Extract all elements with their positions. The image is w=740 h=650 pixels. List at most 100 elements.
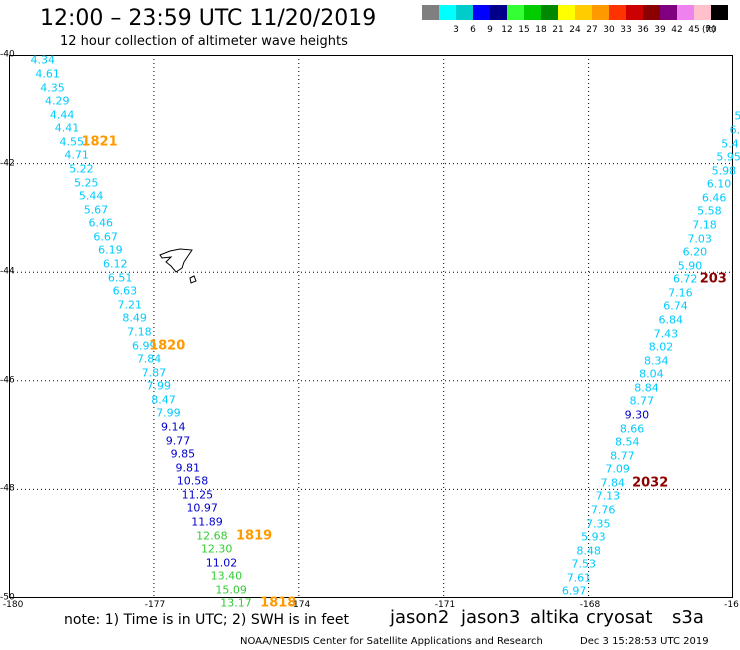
wave-height-value: 12.68 bbox=[196, 529, 228, 543]
wave-height-value: 4.44 bbox=[49, 108, 75, 122]
satellite-jason2-label: jason2 bbox=[390, 607, 450, 628]
legend-swatch bbox=[609, 5, 626, 20]
longitude-tick-label: -168 bbox=[579, 600, 601, 610]
longitude-tick-label: -171 bbox=[434, 600, 456, 610]
footer-date: Dec 3 15:28:53 UTC 2019 bbox=[580, 636, 709, 647]
pass-time-label: 1819 bbox=[236, 528, 273, 544]
legend-value-label: 6 bbox=[470, 25, 476, 35]
wave-height-value: 12.30 bbox=[200, 542, 233, 556]
legend-swatch bbox=[439, 5, 456, 20]
wave-height-value: 6.72 bbox=[672, 272, 698, 286]
wave-height-value: 7.03 bbox=[687, 232, 712, 246]
wave-height-value: 9.14 bbox=[160, 420, 186, 434]
pass-time-label: 1818 bbox=[260, 595, 297, 611]
legend-unit-label: (ft) bbox=[702, 25, 716, 35]
legend-value-label: 9 bbox=[487, 25, 493, 35]
wave-height-value: 7.99 bbox=[146, 379, 171, 393]
latitude-tick-label: -50 bbox=[0, 592, 15, 603]
wave-height-value: 6.46 bbox=[88, 216, 114, 230]
legend-value-label: 39 bbox=[654, 25, 666, 35]
legend-value-label: 18 bbox=[535, 25, 547, 35]
wave-height-value: 7.13 bbox=[595, 489, 621, 503]
wave-height-value: 7.16 bbox=[668, 286, 693, 300]
legend-value-label: 27 bbox=[586, 25, 598, 35]
wave-height-value: 7.21 bbox=[117, 298, 143, 312]
wave-height-value: 5.22 bbox=[69, 162, 94, 176]
legend-value-label: 42 bbox=[671, 25, 683, 35]
legend-value-label: 45 bbox=[688, 25, 700, 35]
wave-height-value: 4.34 bbox=[30, 53, 56, 67]
wave-height-value: 9.85 bbox=[170, 447, 196, 461]
wave-height-value: 5.95 bbox=[716, 150, 740, 164]
wave-height-value: 7.61 bbox=[566, 571, 592, 585]
wave-height-value: 7.99 bbox=[156, 406, 181, 420]
wave-height-value: 6.74 bbox=[663, 299, 688, 313]
wave-height-value: 8.84 bbox=[634, 381, 659, 395]
pass-time-label: 203 bbox=[699, 271, 727, 287]
legend-value-label: 36 bbox=[637, 25, 649, 35]
wave-height-value: 7.53 bbox=[571, 557, 597, 571]
wave-height-value: 8.48 bbox=[576, 544, 601, 558]
legend-swatch bbox=[592, 5, 609, 20]
longitude-tick-label: -16 bbox=[724, 600, 739, 610]
wave-height-value: 7.84 bbox=[600, 476, 626, 490]
wave-height-value: 4.61 bbox=[35, 67, 60, 81]
wave-height-value: 11.25 bbox=[181, 488, 214, 502]
wave-height-value: 15.09 bbox=[215, 583, 247, 597]
wave-height-value: 5.41 bbox=[721, 137, 740, 150]
wave-height-value: 4.29 bbox=[45, 94, 70, 108]
wave-height-value: 4.55 bbox=[59, 135, 85, 149]
wave-height-value: 7.87 bbox=[141, 366, 167, 380]
wave-height-value: 6.51 bbox=[107, 271, 133, 285]
wave-height-value: 8.34 bbox=[643, 354, 669, 368]
wave-height-value: 7.84 bbox=[136, 352, 162, 366]
wave-height-value: 10.97 bbox=[186, 501, 218, 515]
wave-height-value: 5.93 bbox=[581, 530, 606, 544]
pass-time-label: 1821 bbox=[81, 134, 118, 150]
legend-value-label: 3 bbox=[453, 25, 459, 35]
map-plot-frame bbox=[9, 55, 733, 598]
footer-note: note: 1) Time is in UTC; 2) SWH is in fe… bbox=[64, 612, 350, 628]
wave-height-value: 6.63 bbox=[112, 284, 138, 298]
wave-height-value: 8.47 bbox=[151, 393, 176, 407]
wave-height-value: 8.77 bbox=[610, 449, 635, 463]
wave-height-value: 9.77 bbox=[165, 434, 191, 448]
legend-swatch bbox=[677, 5, 694, 20]
legend-value-label: 15 bbox=[518, 25, 530, 35]
latitude-tick-label: -46 bbox=[0, 375, 15, 386]
wave-height-value: 5.90 bbox=[677, 259, 703, 273]
wave-height-value: 6.97 bbox=[561, 584, 587, 598]
wave-height-value: 6.19 bbox=[98, 243, 123, 257]
legend-swatch bbox=[643, 5, 660, 20]
satellite-jason3-label: jason3 bbox=[461, 607, 521, 628]
wave-height-value: 6.10 bbox=[706, 177, 732, 191]
legend-value-label: 30 bbox=[603, 25, 615, 35]
wave-height-value: 11.02 bbox=[205, 556, 238, 570]
legend-swatch bbox=[524, 5, 541, 20]
satellite-cryosat-label: cryosat bbox=[586, 607, 653, 628]
latitude-tick-label: -42 bbox=[0, 158, 15, 169]
latitude-tick-label: -40 bbox=[0, 49, 15, 60]
wave-height-value: 5.98 bbox=[711, 164, 737, 178]
wave-height-value: 6.99 bbox=[131, 339, 157, 352]
wave-height-value: 5.67 bbox=[83, 203, 109, 217]
legend-swatch bbox=[711, 5, 728, 20]
legend-value-label: 33 bbox=[620, 25, 632, 35]
wave-height-value: 6.12 bbox=[103, 257, 128, 271]
legend-value-label: 12 bbox=[501, 25, 513, 35]
latitude-tick-label: -48 bbox=[0, 483, 15, 494]
wave-height-value: 7.35 bbox=[586, 517, 611, 531]
longitude-tick-label: -180 bbox=[2, 600, 24, 610]
wave-height-value: 6.20 bbox=[682, 245, 708, 259]
legend-value-label: 70 bbox=[705, 25, 717, 35]
wave-height-value: 8.66 bbox=[619, 422, 645, 436]
wave-height-value: 7.18 bbox=[692, 218, 717, 232]
wave-height-value: 8.49 bbox=[122, 311, 147, 325]
wave-height-value: 7.18 bbox=[127, 325, 152, 339]
satellite-s3a-label: s3a bbox=[672, 607, 704, 628]
legend-swatch bbox=[473, 5, 490, 20]
latitude-tick-label: -44 bbox=[0, 266, 15, 277]
wave-height-value: 4.71 bbox=[64, 148, 89, 162]
wave-height-value: 4.35 bbox=[40, 81, 65, 95]
